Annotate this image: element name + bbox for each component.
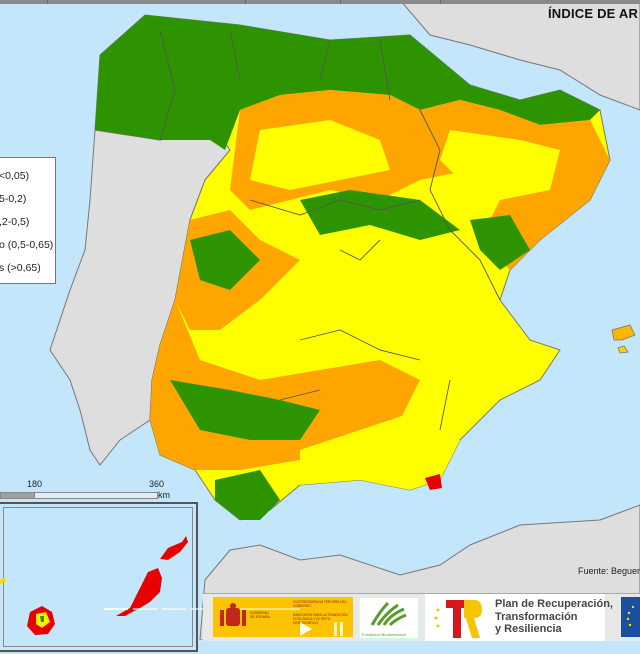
legend-item: <0,05) xyxy=(0,170,30,182)
arid-almeria xyxy=(425,474,442,490)
funding-logos-bar: GOBIERNO DE ESPAÑA VICEPRESIDENCIA TERCE… xyxy=(203,593,640,641)
video-progress-played[interactable] xyxy=(104,608,128,610)
play-icon[interactable] xyxy=(300,622,312,636)
tr-logo-icon xyxy=(434,600,482,638)
coat-of-arms-icon xyxy=(220,603,246,626)
island-fuerteventura xyxy=(116,568,162,616)
legend: <0,05) 5-0,2) ,2-0,5) o (0,5-0,65) s (>0… xyxy=(0,157,56,284)
eu-flag-logo xyxy=(621,597,640,637)
scale-segment-dark xyxy=(0,492,35,499)
balearic-mallorca xyxy=(611,324,636,341)
source-credit: Fuente: Beguer xyxy=(578,566,640,576)
gobierno-label: GOBIERNO DE ESPAÑA xyxy=(250,611,270,619)
yellow-ebro xyxy=(440,130,560,200)
scale-segment-light xyxy=(34,492,158,499)
grid-tick xyxy=(440,0,441,4)
scale-tick-180: 180 xyxy=(27,479,43,489)
fundacion-biodiversidad-logo: Fundación Biodiversidad xyxy=(359,597,419,639)
fundacion-label: Fundación Biodiversidad xyxy=(362,632,406,637)
yellow-duero xyxy=(250,120,390,190)
eu-stars-icon xyxy=(626,605,635,627)
scale-bar: 180 360 km xyxy=(0,479,170,500)
video-progress-track[interactable] xyxy=(133,608,157,610)
video-progress-track[interactable] xyxy=(240,608,300,610)
prtr-text: Plan de Recuperación, Transformación y R… xyxy=(495,598,613,636)
pause-icon[interactable] xyxy=(334,622,344,636)
grass-icon xyxy=(370,601,407,627)
legend-item: 5-0,2) xyxy=(0,193,27,205)
scale-unit: km xyxy=(158,490,170,500)
humid-north xyxy=(95,15,600,150)
video-progress-track[interactable] xyxy=(191,608,203,610)
prtr-line1: Plan de Recuperación, xyxy=(495,598,613,610)
prtr-logo: Plan de Recuperación, Transformación y R… xyxy=(425,594,613,641)
legend-item: s (>0,65) xyxy=(0,262,41,274)
legend-item: ,2-0,5) xyxy=(0,216,30,228)
humid-iberian xyxy=(470,215,530,270)
grid-tick xyxy=(245,0,246,4)
vicepresidencia-label: VICEPRESIDENCIA TERCERA DEL GOBIERNO xyxy=(293,600,347,608)
humid-cadiz xyxy=(215,470,280,520)
grid-tick xyxy=(47,0,48,4)
grid-tick xyxy=(340,0,341,4)
humid-west xyxy=(190,230,260,290)
canary-islands-map xyxy=(0,536,188,635)
gran-canaria-green xyxy=(40,616,44,622)
prtr-line2: Transformación xyxy=(495,610,578,623)
humid-central xyxy=(300,190,460,240)
island-tenerife xyxy=(0,577,6,584)
island-lanzarote xyxy=(160,536,188,560)
france-land xyxy=(399,0,640,111)
prtr-line3: y Resiliencia xyxy=(495,623,562,635)
map-frame-top xyxy=(0,0,640,4)
yellow-southeast xyxy=(300,410,460,490)
video-progress-track[interactable] xyxy=(162,608,186,610)
scale-tick-360: 360 xyxy=(149,479,165,489)
balearic-ibiza xyxy=(617,345,629,354)
humid-south xyxy=(170,380,320,440)
map-title: ÍNDICE DE AR xyxy=(548,6,639,21)
region-borders xyxy=(159,29,501,431)
legend-item: o (0,5-0,65) xyxy=(0,239,54,251)
canary-islands-inset xyxy=(0,502,198,652)
gobierno-espana-logo: GOBIERNO DE ESPAÑA VICEPRESIDENCIA TERCE… xyxy=(213,597,353,637)
